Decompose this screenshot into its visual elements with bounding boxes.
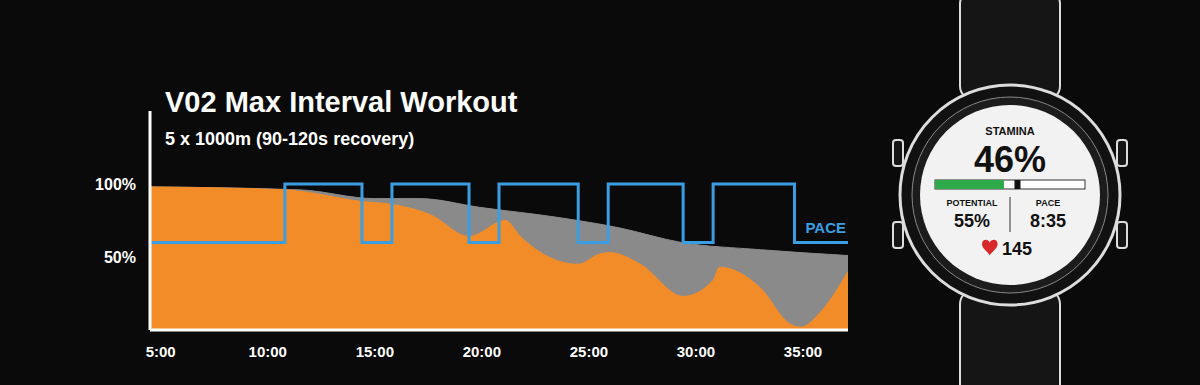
svg-text:55%: 55% xyxy=(954,211,990,231)
svg-text:50%: 50% xyxy=(104,249,136,266)
svg-text:35:00: 35:00 xyxy=(784,343,822,360)
svg-text:25:00: 25:00 xyxy=(570,343,608,360)
svg-text:PACE: PACE xyxy=(805,219,846,236)
svg-text:10:00: 10:00 xyxy=(249,343,287,360)
svg-text:POTENTIAL: POTENTIAL xyxy=(947,198,999,208)
html-text:5 x 1000m (90-120s recovery): 5 x 1000m (90-120s recovery) xyxy=(165,129,415,149)
svg-text:8:35: 8:35 xyxy=(1030,211,1066,231)
svg-text:15:00: 15:00 xyxy=(356,343,394,360)
svg-text:46%: 46% xyxy=(974,139,1046,180)
svg-text:30:00: 30:00 xyxy=(677,343,715,360)
svg-text:145: 145 xyxy=(1002,239,1032,259)
html-text:V02 Max Interval Workout: V02 Max Interval Workout xyxy=(165,86,518,118)
svg-text:STAMINA: STAMINA xyxy=(985,125,1034,137)
svg-text:5:00: 5:00 xyxy=(146,343,176,360)
svg-text:20:00: 20:00 xyxy=(463,343,501,360)
svg-text:PACE: PACE xyxy=(1036,198,1060,208)
svg-text:100%: 100% xyxy=(95,176,136,193)
